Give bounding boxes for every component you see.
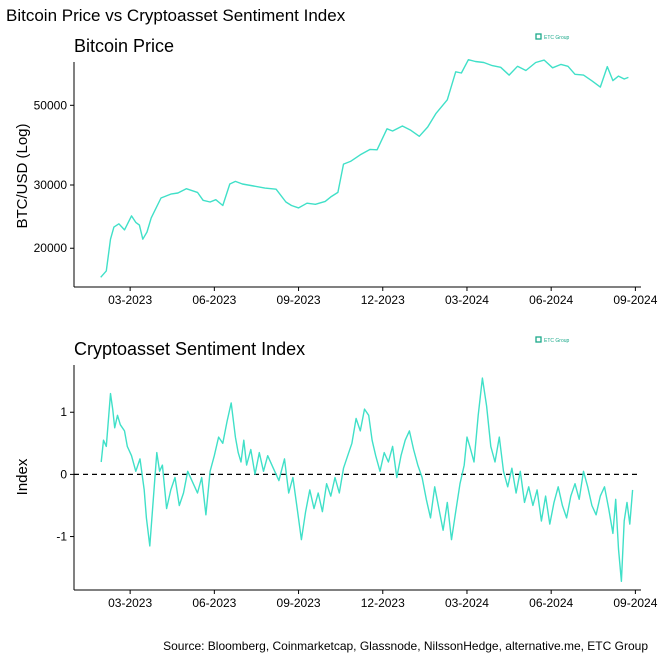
x-tick-label: 12-2023 [361,293,405,307]
x-tick-label: 06-2024 [529,596,573,610]
x-tick-label: 06-2023 [192,293,236,307]
source-note: Source: Bloomberg, Coinmarketcap, Glassn… [163,639,648,653]
x-tick-label: 09-2023 [277,596,321,610]
x-tick-label: 12-2023 [361,596,405,610]
x-tick-label: 06-2023 [192,596,236,610]
etc-group-logo-text: ETC Group [544,35,570,41]
y-tick-label: 0 [60,467,67,481]
etc-group-logo-text: ETC Group [544,338,570,344]
bitcoin-price-title: Bitcoin Price [74,36,174,56]
sentiment-index-line [100,377,634,582]
figure-title: Bitcoin Price vs Cryptoasset Sentiment I… [6,6,346,25]
sentiment-index-y-label: Index [14,458,31,495]
bitcoin-price-panel: Bitcoin Price ETC Group BTC/USD (Log) 20… [14,33,658,307]
sentiment-index-title: Cryptoasset Sentiment Index [74,339,305,359]
etc-group-logo: ETC Group [535,33,570,41]
etc-group-logo-mark [535,336,542,343]
x-tick-label: 09-2024 [613,596,657,610]
y-tick-label: 30000 [34,178,68,192]
y-tick-label: 20000 [34,241,68,255]
etc-group-logo: ETC Group [535,336,570,344]
y-tick-label: 50000 [34,98,68,112]
bitcoin-price-y-label: BTC/USD (Log) [14,123,31,228]
x-tick-label: 03-2024 [445,293,489,307]
x-tick-label: 09-2024 [613,293,657,307]
x-tick-label: 09-2023 [277,293,321,307]
etc-group-logo-mark [535,33,542,40]
y-tick-label: 1 [60,405,67,419]
y-tick-label: -1 [56,530,67,544]
bitcoin-price-line [100,59,629,278]
x-tick-label: 03-2024 [445,596,489,610]
x-tick-label: 03-2023 [108,596,152,610]
x-tick-label: 03-2023 [108,293,152,307]
x-tick-label: 06-2024 [529,293,573,307]
sentiment-index-panel: Cryptoasset Sentiment Index ETC Group In… [14,336,658,610]
